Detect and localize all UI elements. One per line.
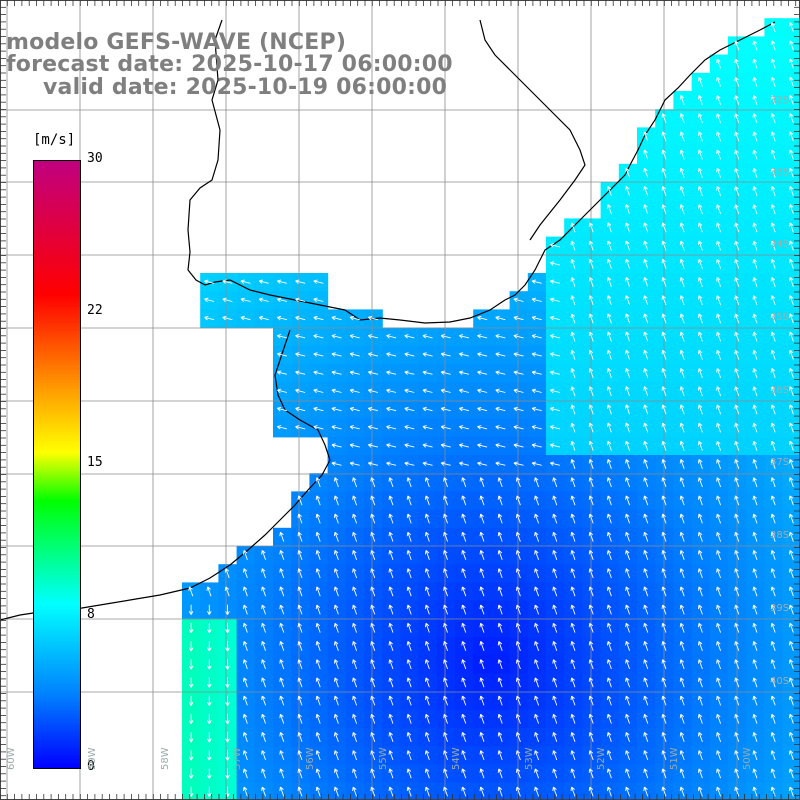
lon-label: 51W <box>669 747 680 770</box>
lat-label: 36S <box>770 385 790 396</box>
wind-arrows <box>188 22 794 797</box>
lat-label: 34S <box>770 239 790 250</box>
lat-label: 40S <box>770 676 790 687</box>
colorbar-tick-8: 8 <box>87 607 95 622</box>
lat-label: 33S <box>770 167 790 178</box>
colorbar-tick-30: 30 <box>87 151 103 166</box>
lat-label: 39S <box>770 603 790 614</box>
coastline <box>187 19 776 324</box>
colorbar-tick-0: 0 <box>87 759 95 774</box>
lat-label: 32S <box>770 95 790 106</box>
lon-label: 56W <box>305 747 316 770</box>
lon-label: 60W <box>6 747 17 770</box>
model-title: modelo GEFS-WAVE (NCEP) <box>6 30 347 55</box>
colorbar-unit: [m/s] <box>33 132 76 148</box>
river-plate-coast <box>0 329 331 621</box>
inland-border <box>479 19 586 241</box>
lon-label: 57W <box>232 747 243 770</box>
lon-label: 59W <box>87 747 98 770</box>
valid-date: valid date: 2025-10-19 06:00:00 <box>43 75 448 100</box>
lon-label: 52W <box>596 747 607 770</box>
lon-label: 50W <box>742 747 753 770</box>
lat-label: 35S <box>770 312 790 323</box>
forecast-date: forecast date: 2025-10-17 06:00:00 <box>6 52 453 77</box>
lat-label: 38S <box>770 530 790 541</box>
colorbar-tick-15: 15 <box>87 455 103 470</box>
colorbar-tick-22: 22 <box>87 303 103 318</box>
lon-label: 53W <box>524 747 535 770</box>
lon-label: 55W <box>378 747 389 770</box>
lon-label: 58W <box>160 747 171 770</box>
lon-label: 54W <box>451 747 462 770</box>
lat-label: 37S <box>770 457 790 468</box>
colorbar <box>33 160 81 769</box>
